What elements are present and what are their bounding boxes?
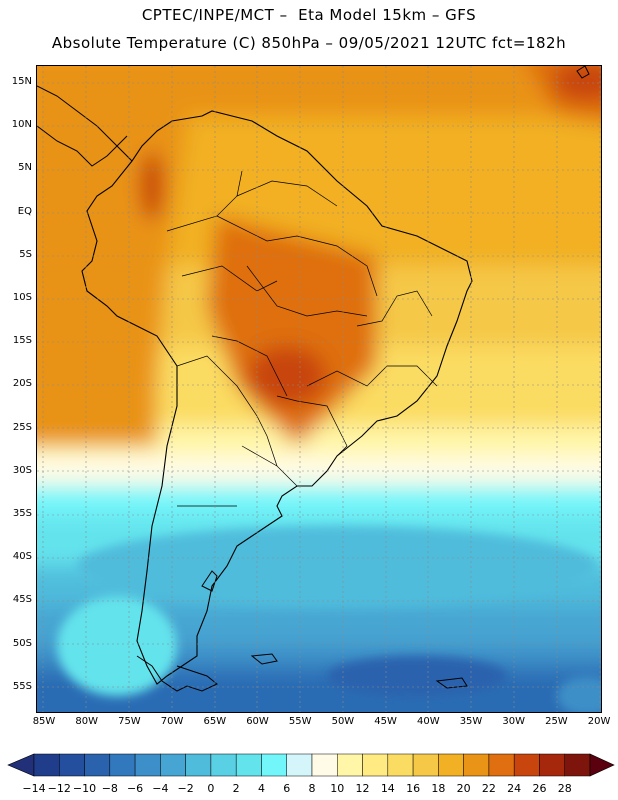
colorbar-tick-label: 24 [507, 782, 522, 795]
temperature-shading [37, 66, 601, 712]
colorbar-swatch [311, 753, 338, 777]
colorbar-tick-label: 26 [532, 782, 547, 795]
map-title: CPTEC/INPE/MCT – Eta Model 15km – GFS [141, 6, 477, 24]
colorbar-tick-label: 16 [406, 782, 421, 795]
colorbar [7, 753, 615, 777]
map-subtitle: Absolute Temperature (C) 850hPa – 09/05/… [51, 34, 567, 52]
latitude-label: 25S [12, 421, 32, 433]
latitude-label: 30S [12, 464, 32, 476]
colorbar-swatch [33, 753, 60, 777]
colorbar-swatch [59, 753, 85, 777]
graticule [37, 66, 601, 712]
colorbar-swatch [160, 753, 186, 777]
colorbar-swatch [84, 753, 111, 777]
longitude-label: 45W [374, 716, 397, 727]
latitude-label: 40S [12, 551, 32, 563]
colorbar-tick-label: 18 [431, 782, 446, 795]
country-borders [166, 170, 438, 507]
colorbar-tick-label: 14 [380, 782, 395, 795]
longitude-label: 25W [545, 716, 568, 727]
colorbar-tick-label: −12 [47, 782, 71, 795]
temperature-field [37, 66, 601, 712]
colorbar-under-arrow [7, 753, 35, 777]
central-america-coastline [37, 85, 133, 162]
latitude-label: 10N [11, 119, 32, 131]
colorbar-swatch [185, 753, 212, 777]
colorbar-tick-label: 10 [330, 782, 345, 795]
colorbar-tick-label: −2 [177, 782, 194, 795]
colorbar-tick-label: 22 [481, 782, 496, 795]
colorbar-swatch [337, 753, 363, 777]
colorbar-swatch [109, 753, 136, 777]
longitude-label: 20W [587, 716, 611, 727]
islands [136, 66, 590, 692]
colorbar-tick-label: 6 [283, 782, 291, 795]
latitude-label: 5S [19, 248, 32, 260]
longitude-label: 65W [203, 716, 227, 727]
longitude-label: 75W [118, 716, 141, 727]
caribbean-coastline [37, 125, 128, 167]
colorbar-swatch [463, 753, 490, 777]
longitude-label: 55W [288, 716, 312, 727]
colorbar-swatch [539, 753, 565, 777]
latitude-label: 5N [18, 162, 32, 174]
longitude-label: 80W [75, 716, 98, 727]
colorbar-swatch [387, 753, 414, 777]
colorbar-over-arrow [589, 753, 615, 777]
latitude-label: 35S [12, 508, 32, 519]
colorbar-swatch [412, 753, 439, 777]
colorbar-swatch [261, 753, 287, 777]
colorbar-swatch [210, 753, 237, 777]
latitude-label: 45S [12, 594, 32, 606]
colorbar-tick-label: 0 [207, 782, 215, 795]
latitude-label: 15S [12, 335, 32, 347]
colorbar-tick-label: 28 [557, 782, 572, 795]
colorbar-tick-label: 2 [232, 782, 240, 795]
colorbar-swatch [564, 753, 591, 777]
temperature-map[interactable] [36, 65, 602, 713]
longitude-label: 85W [32, 716, 56, 727]
longitude-label: 50W [331, 716, 355, 727]
colorbar-tick-label: −8 [101, 782, 118, 795]
colorbar-swatch [286, 753, 313, 777]
longitude-label: 40W [416, 716, 440, 727]
latitude-label: 50S [12, 637, 32, 649]
colorbar-tick-label: −4 [152, 782, 169, 795]
south-america-coastline [81, 110, 473, 685]
colorbar-swatch [488, 753, 515, 777]
longitude-label: 70W [160, 716, 184, 727]
latitude-label: 20S [12, 378, 32, 390]
longitude-label: 35W [459, 716, 483, 727]
longitude-label: 60W [246, 716, 269, 727]
latitude-label: EQ [17, 205, 32, 217]
latitude-label: 15N [11, 76, 32, 87]
colorbar-tick-label: −6 [126, 782, 144, 795]
colorbar-tick-label: 8 [308, 782, 316, 795]
colorbar-tick-label: 20 [456, 782, 471, 795]
colorbar-swatch [235, 753, 262, 777]
colorbar-swatch [513, 753, 540, 777]
colorbar-swatch [438, 753, 464, 777]
colorbar-tick-label: 12 [355, 782, 370, 795]
colorbar-swatch [362, 753, 389, 777]
colorbar-tick-label: −14 [22, 782, 46, 795]
latitude-label: 10S [12, 292, 32, 303]
longitude-label: 30W [502, 716, 525, 727]
colorbar-tick-label: −10 [72, 782, 97, 795]
colorbar-swatch [134, 753, 161, 777]
colorbar-tick-label: 4 [257, 782, 265, 795]
latitude-label: 55S [12, 680, 32, 692]
